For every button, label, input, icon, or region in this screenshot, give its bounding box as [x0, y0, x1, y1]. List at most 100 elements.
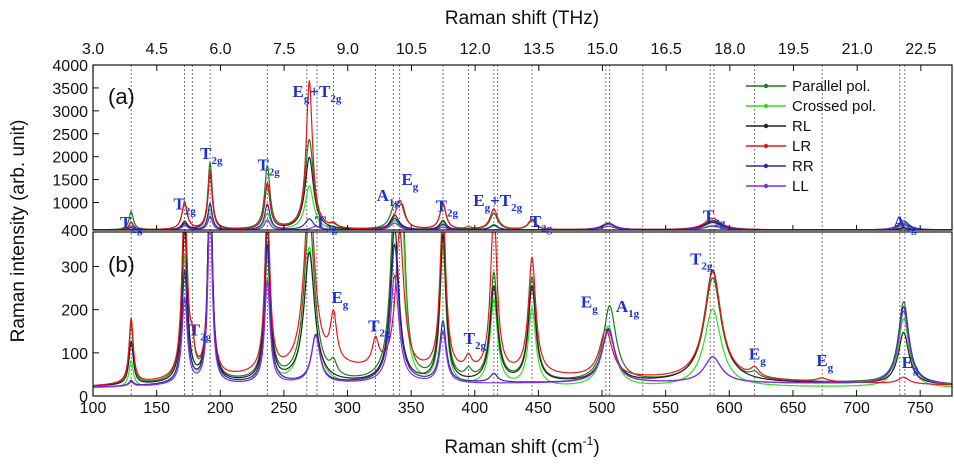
mode-label-7-part-0: E [401, 170, 412, 189]
mode-label-3: T2g [257, 155, 280, 178]
mode-label-7: Eg [401, 170, 418, 193]
mode-label-6-part-0: A [377, 186, 390, 205]
mode-label-9-part-0: E [473, 191, 484, 210]
mode-label-1-part-0: T [173, 194, 185, 213]
mode-label-9: Eg+T2g [473, 191, 522, 214]
y-tick-label-0-3: 2000 [52, 150, 88, 167]
y-tick-label-0-5: 3000 [52, 104, 88, 121]
mode-label-18: A1g [616, 297, 640, 320]
panel-1-series [93, 232, 952, 389]
mode-label-13-part-1: 2g [200, 332, 212, 344]
mode-label-9-part-1: g [485, 202, 491, 214]
mode-label-16: T2g [464, 329, 487, 352]
thz-tick-label-2: 6.0 [209, 41, 231, 58]
mode-label-13: T2g [189, 321, 212, 344]
x-tick-label-8: 500 [589, 400, 616, 417]
mode-label-9-part-3: 2g [511, 202, 523, 214]
mode-label-11-part-1: 2g [714, 217, 726, 229]
mode-label-14-part-1: g [343, 299, 349, 311]
mode-label-20-part-1: g [760, 355, 766, 367]
mode-label-15-part-0: T [368, 316, 380, 335]
series-line-parallel-pol--panel-1 [93, 232, 952, 387]
thz-tick-label-1: 4.5 [146, 41, 168, 58]
mode-label-1-part-1: 2g [185, 205, 197, 217]
plot-frames [92, 64, 953, 397]
mode-label-11: T2g [703, 206, 726, 229]
mode-label-18-part-0: A [616, 297, 629, 316]
panel-a-label: (a) [108, 84, 135, 109]
mode-label-8-part-1: 2g [447, 208, 459, 220]
mode-label-9-part-2: +T [490, 191, 512, 210]
x-tick-label-9: 550 [652, 400, 679, 417]
mode-label-13-part-0: T [189, 321, 201, 340]
x-tick-label-4: 300 [334, 400, 361, 417]
y-tick-label-0-0: 400 [61, 223, 88, 240]
mode-label-5: T2g [315, 213, 338, 236]
legend-marker-3 [763, 143, 769, 149]
mode-label-5-part-0: T [315, 213, 327, 232]
panel-0-frame [92, 64, 953, 231]
thz-tick-label-4: 9.0 [337, 41, 359, 58]
mode-label-12-part-1: 1g [906, 224, 918, 236]
series-line-rl-panel-1 [93, 232, 952, 387]
mode-label-14-part-0: E [331, 288, 342, 307]
thz-tick-label-0: 3.0 [82, 41, 104, 58]
x-tick-label-5: 350 [398, 400, 425, 417]
mode-label-0-part-0: T [120, 213, 132, 232]
mode-label-17-part-0: E [581, 293, 592, 312]
thz-tick-label-5: 10.5 [396, 41, 427, 58]
y-tick-label-1-0: 0 [79, 389, 88, 406]
mode-label-16-part-1: 2g [475, 340, 487, 352]
x-tick-label-7: 450 [525, 400, 552, 417]
mode-label-10-part-0: T [530, 212, 542, 231]
panel-b-label: (b) [108, 252, 135, 277]
y-axis-title: Raman intensity (arb. unit) [8, 120, 29, 343]
mode-label-4-part-0: E [293, 82, 304, 101]
axis-ticks: 100 150 200 250 300 350 400 450 500 550 600 650 700 7… [52, 41, 936, 417]
panel-1-frame [92, 231, 953, 397]
mode-label-1: T2g [173, 194, 196, 217]
legend-label-5: LL [792, 178, 809, 195]
x-tick-label-0: 100 [80, 400, 107, 417]
mode-label-7-part-1: g [413, 181, 419, 193]
legend-label-3: LR [792, 138, 811, 155]
thz-tick-label-11: 19.5 [778, 41, 809, 58]
x-tick-label-11: 650 [780, 400, 807, 417]
thz-tick-label-3: 7.5 [273, 41, 295, 58]
mode-label-21-part-1: g [828, 362, 834, 374]
thz-tick-label-7: 13.5 [523, 41, 554, 58]
mode-label-15-part-1: 2g [380, 327, 392, 339]
mode-label-15: T2g [368, 316, 391, 339]
series-line-lr-panel-1 [93, 232, 952, 387]
mode-label-4-part-2: +T [309, 82, 331, 101]
y-tick-label-0-7: 4000 [52, 58, 88, 75]
mode-label-14: Eg [331, 288, 348, 311]
x-tick-label-13: 750 [907, 400, 934, 417]
x-tick-label-2: 200 [207, 400, 234, 417]
mode-label-4: Eg+T2g [293, 82, 342, 105]
top-axis-title: Raman shift (THz) [445, 8, 599, 29]
thz-tick-label-8: 15.0 [587, 41, 618, 58]
mode-label-8: T2g [436, 197, 459, 220]
x-tick-label-6: 400 [461, 400, 488, 417]
legend-marker-4 [763, 163, 769, 169]
mode-label-17: Eg [581, 293, 598, 316]
mode-label-22: Eg [902, 353, 919, 376]
thz-tick-label-12: 21.0 [842, 41, 873, 58]
mode-label-0-part-1: 2g [131, 224, 143, 236]
mode-label-3-part-1: 2g [269, 166, 281, 178]
y-tick-label-0-4: 2500 [52, 127, 88, 144]
thz-tick-label-13: 22.5 [905, 41, 936, 58]
mode-label-4-part-3: 2g [330, 93, 342, 105]
x-tick-label-12: 700 [843, 400, 870, 417]
y-tick-label-1-1: 100 [61, 346, 88, 363]
thz-tick-label-6: 12.0 [460, 41, 491, 58]
bottom-axis-title-end: ) [593, 437, 599, 458]
mode-label-6-part-1: 1g [389, 197, 401, 209]
legend-marker-1 [763, 103, 769, 109]
mode-label-10-part-1: 2g [541, 223, 553, 235]
mode-label-22-part-0: E [902, 353, 913, 372]
mode-label-5-part-1: 2g [326, 224, 338, 236]
